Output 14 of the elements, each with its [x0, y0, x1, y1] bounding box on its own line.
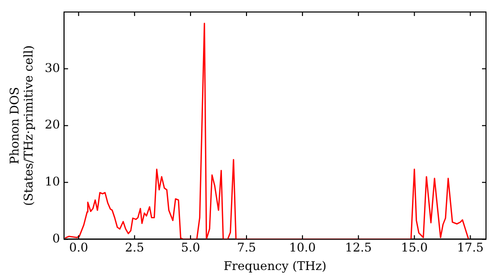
y-tick-label: 20 — [44, 118, 60, 132]
x-tick-label: 10.0 — [289, 240, 316, 255]
y-tick-label: 0 — [52, 231, 60, 246]
x-tick-label: 15.0 — [401, 240, 428, 255]
x-tick-label: 17.5 — [456, 240, 484, 255]
x-tick-label: 5.0 — [180, 240, 200, 255]
x-tick-label: 7.5 — [236, 240, 256, 255]
x-tick-label: 2.5 — [125, 240, 144, 255]
x-tick-label: 12.5 — [345, 240, 372, 255]
y-axis-title: Phonon DOS (States/THz·primitive cell) — [7, 45, 36, 206]
y-tick-label: 30 — [44, 60, 60, 75]
x-axis-title: Frequency (THz) — [224, 258, 326, 273]
y-tick-label: 10 — [44, 174, 60, 189]
x-tick-label: 0.0 — [69, 240, 88, 255]
